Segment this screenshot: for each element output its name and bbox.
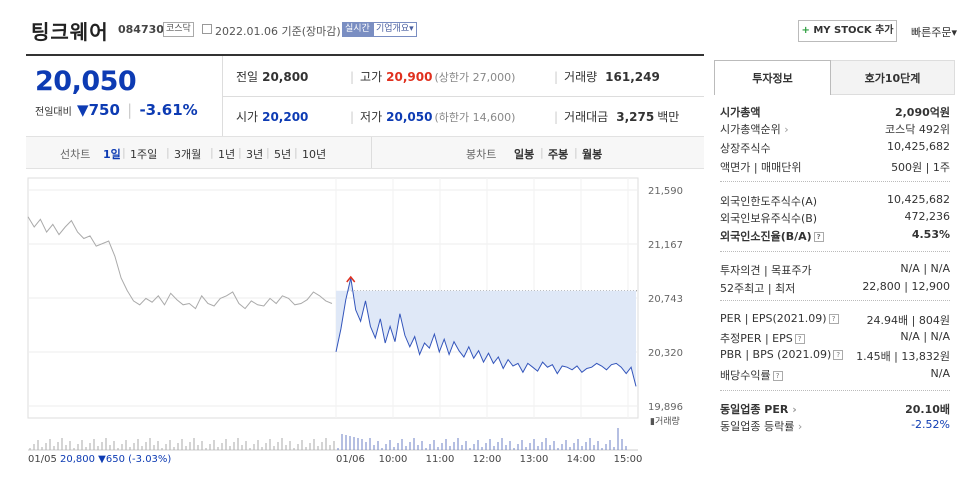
- candle-monthly[interactable]: 월봉: [582, 148, 603, 161]
- candle-chart-label: 봉차트: [466, 148, 497, 161]
- info-icon[interactable]: ?: [828, 314, 839, 324]
- volume: | 거래량 161,249: [554, 70, 660, 84]
- current-price: 20,050: [35, 66, 137, 97]
- price-chart[interactable]: 21,590 21,167 20,743 20,320 19,896 01/06 10:00…: [26, 170, 704, 475]
- period-3y[interactable]: 3년: [246, 148, 264, 161]
- day-low: | 저가 20,050 (하한가 14,600): [350, 110, 516, 124]
- prev-day-caption: 01/05 20,800 ▼650 (-3.03%): [28, 454, 171, 465]
- x-tick-label: 10:00: [379, 454, 408, 465]
- price-change: 전일대비 ▼750 | -3.61%: [35, 101, 198, 119]
- date-label: 2022.01.06 기준(장마감): [215, 25, 341, 38]
- realtime-button[interactable]: 실시간: [342, 22, 373, 37]
- prev-close: 전일 20,800: [236, 70, 309, 84]
- period-1w[interactable]: 1주일: [130, 148, 158, 161]
- prev-day-line: [27, 216, 333, 310]
- info-panel: 투자정보 호가10단계 시가총액 2,090억원 시가총액순위 › 코스닥 492위…: [714, 54, 955, 473]
- line-chart-label: 선차트: [60, 148, 91, 161]
- y-tick-label: 20,743: [648, 294, 683, 305]
- company-name: 팅크웨어: [31, 20, 109, 44]
- info-icon[interactable]: ?: [772, 371, 783, 381]
- open-price: 시가 20,200: [236, 110, 309, 124]
- volume-label: ▮거래량: [650, 415, 680, 427]
- stock-code: 084730: [118, 23, 164, 36]
- change-value: ▼750: [77, 101, 120, 119]
- info-icon[interactable]: ?: [833, 350, 844, 360]
- market-tag: 코스닥: [163, 22, 194, 37]
- company-info-button[interactable]: 기업개요▾: [373, 22, 417, 37]
- info-icon[interactable]: ?: [794, 334, 805, 344]
- high-marker: [346, 275, 356, 283]
- trade-amount: | 거래대금 3,275 백만: [554, 110, 680, 124]
- period-10y[interactable]: 10년: [302, 148, 327, 161]
- quote-panel: 20,050 전일대비 ▼750 | -3.61% 전일 20,800 | 고가 20…: [26, 54, 704, 473]
- tab-invest-info[interactable]: 투자정보: [714, 60, 831, 95]
- candle-daily[interactable]: 일봉: [514, 148, 535, 161]
- period-5y[interactable]: 5년: [274, 148, 292, 161]
- x-tick-label: 12:00: [473, 454, 502, 465]
- y-tick-label: 21,590: [648, 186, 683, 197]
- add-mystock-button[interactable]: + MY STOCK 추가: [798, 20, 897, 42]
- x-tick-label: 15:00: [614, 454, 643, 465]
- y-tick-label: 21,167: [648, 240, 683, 251]
- day-high: | 고가 20,900 (상한가 27,000): [350, 70, 516, 84]
- today-line: [335, 277, 637, 387]
- x-tick-label: 01/06: [336, 454, 365, 465]
- add-mystock-label: MY STOCK 추가: [813, 25, 894, 36]
- calendar-icon: [202, 24, 212, 34]
- change-pct: -3.61%: [139, 101, 198, 119]
- stock-header: 팅크웨어 084730 코스닥 2022.01.06 기준(장마감) 실시간 기…: [0, 0, 966, 46]
- today-fill: [336, 278, 636, 387]
- x-tick-label: 14:00: [567, 454, 596, 465]
- plus-icon: +: [801, 25, 810, 36]
- tab-orderbook[interactable]: 호가10단계: [831, 60, 955, 95]
- x-tick-label: 13:00: [520, 454, 549, 465]
- y-tick-label: 20,320: [648, 348, 683, 359]
- period-3m[interactable]: 3개월: [174, 148, 202, 161]
- x-tick-label: 11:00: [426, 454, 455, 465]
- change-label: 전일대비: [35, 107, 72, 118]
- info-icon[interactable]: ?: [813, 232, 824, 242]
- period-bar: 선차트 1일 | 1주일 | 3개월 | 1년 | 3년 | 5년 | 10년 …: [26, 136, 704, 169]
- candle-weekly[interactable]: 주봉: [548, 148, 569, 161]
- period-1y[interactable]: 1년: [218, 148, 236, 161]
- period-1d[interactable]: 1일: [103, 148, 121, 161]
- quick-order-button[interactable]: 빠른주문▾: [911, 26, 958, 39]
- y-tick-label: 19,896: [648, 402, 683, 413]
